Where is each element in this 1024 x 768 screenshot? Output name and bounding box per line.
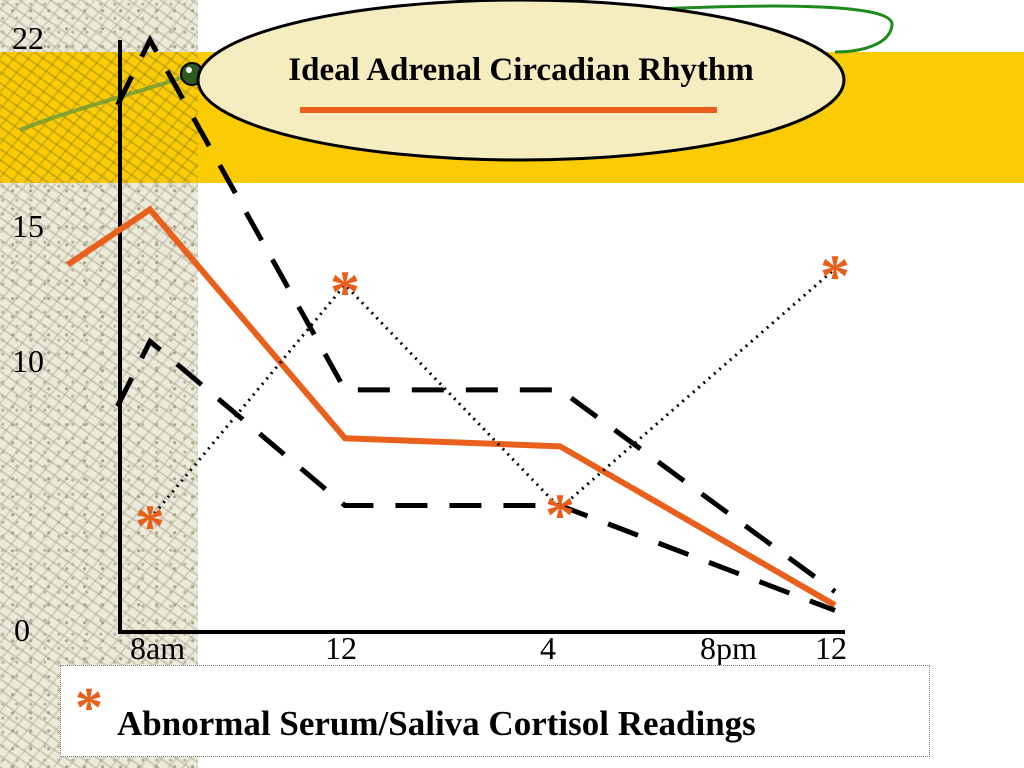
x-tick-label: 8am	[130, 630, 186, 666]
abnormal-reading-marker: *	[135, 493, 165, 560]
y-tick-label: 0	[14, 612, 30, 648]
title-swoosh	[559, 4, 894, 54]
x-tick-label: 12	[325, 630, 357, 666]
title-band-texture	[0, 52, 198, 183]
chart-title: Ideal Adrenal Circadian Rhythm	[288, 52, 754, 88]
abnormal-reading-marker: *	[545, 482, 575, 549]
bullet-icon-highlight	[186, 67, 192, 73]
series-line-abnormal	[148, 267, 836, 520]
title-oval	[196, 0, 846, 162]
legend: * Abnormal Serum/Saliva Cortisol Reading…	[60, 665, 930, 757]
series-line-lower-bound	[115, 337, 836, 613]
y-tick-label: 22	[12, 20, 44, 56]
abnormal-reading-marker: *	[820, 242, 850, 309]
legend-star-icon: *	[75, 677, 103, 739]
y-tick-label: 15	[12, 208, 44, 245]
x-tick-label: 8pm	[700, 630, 757, 666]
abnormal-reading-marker: *	[330, 259, 360, 326]
x-tick-label: 12	[815, 630, 847, 666]
legend-text: Abnormal Serum/Saliva Cortisol Readings	[117, 704, 756, 743]
x-tick-label: 4	[540, 630, 556, 666]
title-swoosh-tail	[19, 73, 191, 132]
series-line-ideal	[66, 205, 837, 608]
y-tick-label: 10	[12, 342, 44, 379]
